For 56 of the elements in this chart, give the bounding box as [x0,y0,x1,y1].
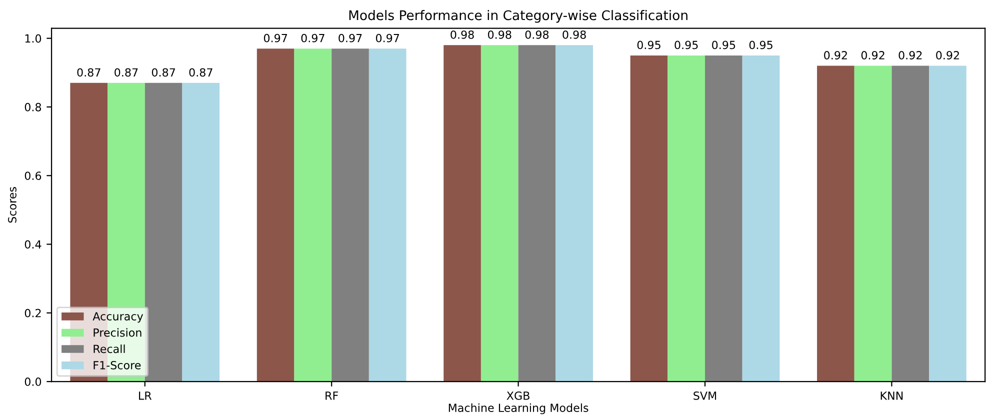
y-tick-label: 0.2 [24,308,41,318]
data-label: 0.98 [450,30,474,39]
x-tick-label: SVM [694,391,716,400]
legend-label: F1-Score [94,361,141,370]
y-tick-label: 0.0 [24,378,42,386]
data-label: 0.95 [637,40,660,50]
data-label: 0.87 [114,68,138,77]
x-tick-label: KNN [880,392,903,400]
data-label: 0.95 [749,40,772,50]
chart-title: Models Performance in Category-wise Classification [349,10,688,23]
data-label: 0.97 [301,34,324,42]
data-label: 0.92 [824,51,847,60]
bar [182,82,220,382]
data-label: 0.95 [712,40,736,50]
bar [817,66,854,382]
bar [929,66,966,382]
bar [630,55,668,382]
data-label: 0.95 [674,40,698,50]
data-label: 0.92 [936,51,959,60]
bar [556,45,593,382]
x-tick-label: RF [326,392,338,400]
y-tick-label: 0.8 [24,102,42,112]
bar [704,55,742,382]
data-label: 0.98 [488,30,512,39]
bar [144,82,182,382]
legend-label: Accuracy [92,312,144,323]
bar [368,48,406,382]
bar [332,48,369,382]
bar [480,45,518,382]
data-label: 0.92 [861,51,884,60]
bar [294,48,332,382]
y-tick-label: 0.4 [24,240,42,249]
data-label: 0.98 [525,30,549,39]
data-label: 0.87 [152,68,175,77]
x-axis-title: Machine Learning Models [448,403,588,414]
data-label: 0.97 [264,34,287,42]
bar [668,55,705,382]
x-tick-label: LR [139,392,152,400]
bar [256,48,294,382]
data-label: 0.97 [376,34,400,42]
data-label: 0.87 [77,68,100,77]
data-label: 0.97 [338,34,362,42]
y-tick-label: 0.6 [24,172,42,180]
data-label: 0.98 [562,30,586,39]
bar [742,55,780,382]
y-tick-label: 1.0 [25,34,42,43]
bar [518,45,556,382]
x-tick-label: XGB [506,391,530,400]
legend-label: Recall [94,344,125,354]
bar [854,66,892,382]
data-label: 0.87 [189,68,212,77]
legend-label: Precision [94,328,142,337]
bar [444,45,481,382]
data-label: 0.92 [898,51,922,60]
bar [892,66,930,382]
y-axis-title: Scores [8,187,16,223]
